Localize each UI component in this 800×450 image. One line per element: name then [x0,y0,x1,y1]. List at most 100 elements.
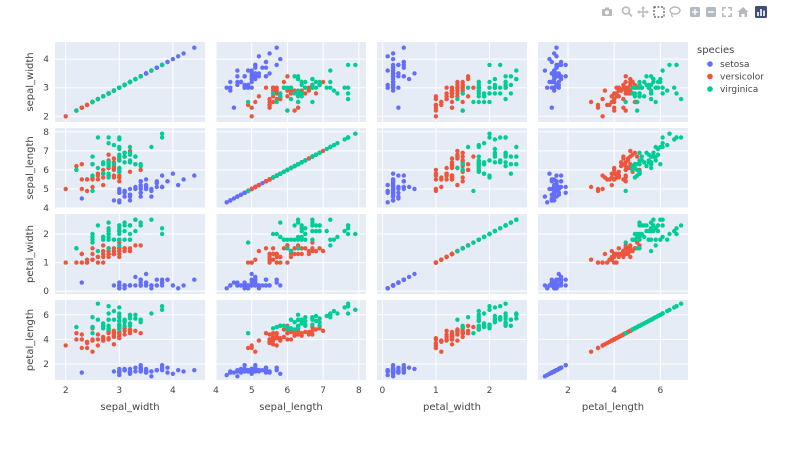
data-point[interactable] [310,228,315,234]
data-point[interactable] [101,251,106,257]
data-point[interactable] [267,177,272,182]
data-point[interactable] [274,260,279,265]
data-point[interactable] [660,135,665,140]
data-point[interactable] [299,251,304,257]
data-point[interactable] [117,243,122,248]
data-point[interactable] [444,85,449,90]
data-point[interactable] [317,316,322,321]
data-point[interactable] [390,85,396,90]
data-point[interactable] [637,150,642,155]
data-point[interactable] [285,237,290,242]
data-point[interactable] [320,248,326,254]
data-point[interactable] [117,315,122,320]
data-point[interactable] [111,342,117,347]
data-point[interactable] [133,154,138,159]
data-point[interactable] [101,334,106,340]
data-point[interactable] [439,184,444,190]
data-point[interactable] [396,71,401,76]
data-point[interactable] [253,257,258,262]
data-point[interactable] [406,76,412,82]
data-point[interactable] [602,251,608,257]
data-point[interactable] [674,91,679,96]
data-point[interactable] [303,231,308,237]
data-point[interactable] [433,340,439,346]
data-point[interactable] [122,332,127,337]
data-point[interactable] [235,68,240,73]
data-point[interactable] [122,317,127,322]
data-point[interactable] [122,154,127,159]
data-point[interactable] [138,194,143,199]
data-point[interactable] [444,254,449,260]
data-point[interactable] [644,82,649,88]
data-point[interactable] [138,190,143,195]
data-point[interactable] [498,91,503,96]
data-point[interactable] [111,308,117,314]
data-point[interactable] [90,246,95,251]
data-point[interactable] [498,160,503,165]
data-point[interactable] [481,162,487,167]
data-point[interactable] [665,237,670,242]
data-point[interactable] [95,223,101,228]
data-point[interactable] [345,96,351,102]
data-point[interactable] [614,251,619,257]
data-point[interactable] [390,369,396,374]
data-point[interactable] [310,154,315,159]
data-point[interactable] [149,286,154,291]
data-point[interactable] [439,339,444,344]
data-point[interactable] [127,198,133,203]
data-point[interactable] [328,217,333,222]
data-point[interactable] [79,370,85,375]
data-point[interactable] [639,223,644,228]
data-point[interactable] [630,327,635,332]
data-point[interactable] [487,131,492,136]
data-point[interactable] [278,260,283,265]
data-point[interactable] [674,62,679,68]
data-point[interactable] [618,333,624,338]
data-point[interactable] [281,334,287,340]
data-point[interactable] [122,82,127,88]
data-point[interactable] [90,331,95,336]
data-point[interactable] [79,345,85,351]
data-point[interactable] [95,248,101,254]
data-point[interactable] [122,150,127,155]
data-point[interactable] [556,71,561,76]
data-point[interactable] [487,79,492,85]
data-point[interactable] [396,196,401,201]
data-point[interactable] [644,223,649,228]
data-point[interactable] [224,286,229,291]
data-point[interactable] [503,160,508,165]
data-point[interactable] [299,82,304,88]
data-point[interactable] [274,99,279,105]
data-point[interactable] [476,160,481,165]
data-point[interactable] [498,304,503,309]
data-point[interactable] [267,254,272,260]
data-point[interactable] [101,234,106,240]
data-point[interactable] [267,51,272,56]
data-point[interactable] [192,45,197,50]
data-point[interactable] [242,85,247,90]
data-point[interactable] [138,223,143,228]
data-point[interactable] [74,260,79,265]
data-point[interactable] [90,188,95,194]
data-point[interactable] [256,338,262,343]
data-point[interactable] [487,135,492,140]
data-point[interactable] [288,165,294,171]
data-point[interactable] [503,301,508,306]
data-point[interactable] [549,177,554,182]
data-point[interactable] [481,324,487,330]
data-point[interactable] [498,85,503,90]
data-point[interactable] [299,318,304,324]
data-point[interactable] [165,179,170,184]
data-point[interactable] [90,162,95,167]
data-point[interactable] [549,71,554,76]
data-point[interactable] [270,251,276,257]
data-point[interactable] [353,131,358,136]
data-point[interactable] [303,315,308,320]
data-point[interactable] [342,305,347,310]
data-point[interactable] [335,311,340,316]
data-point[interactable] [651,76,656,82]
data-point[interactable] [345,231,351,237]
data-point[interactable] [660,85,665,90]
data-point[interactable] [313,313,319,319]
data-point[interactable] [176,286,181,291]
